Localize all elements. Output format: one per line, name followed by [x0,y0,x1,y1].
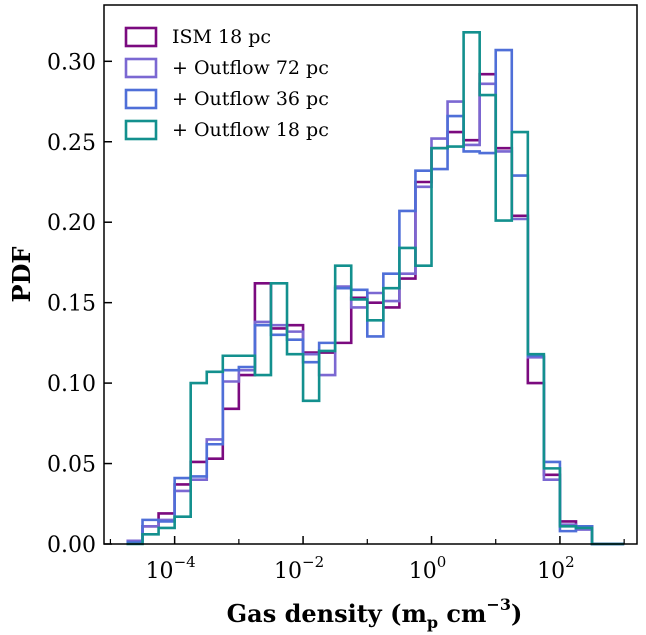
legend-swatch [124,88,158,110]
y-tick-label: 0.15 [47,292,96,317]
y-tick-label: 0.10 [47,372,96,397]
legend-swatch [124,26,158,48]
x-tick-label: 100 [409,553,447,584]
legend-swatch [124,119,158,141]
y-axis-title: PDF [7,247,36,303]
x-tick-label: 102 [537,553,575,584]
legend: ISM 18 pc + Outflow 72 pc + Outflow 36 pc +… [124,26,329,141]
y-tick-label: 0.00 [47,533,96,558]
y-tick-label: 0.20 [47,211,96,236]
legend-label: + Outflow 36 pc [172,88,329,110]
x-tick-label: 10−4 [146,553,196,584]
x-tick-label: 10−2 [274,553,324,584]
x-axis-title-main: Gas density (m [227,599,427,628]
x-axis-title-unit: cm [438,599,486,628]
plot-area [126,31,625,546]
series-3-histogram [126,48,625,546]
y-axis: 0.00 0.05 0.10 0.15 0.20 0.25 0.30 [47,50,112,558]
x-axis-title: Gas density (mp cm−3) [227,595,523,632]
x-axis-title-subscript: p [427,613,438,632]
y-tick-label: 0.05 [47,453,96,478]
y-tick-label: 0.25 [47,131,96,156]
series-1-histogram [126,72,625,546]
x-axis-title-close: ) [511,599,522,628]
legend-swatch [124,57,158,79]
series-4-histogram [126,31,625,546]
y-tick-label: 0.30 [47,50,96,75]
x-axis-title-superscript: −3 [486,595,511,614]
x-axis: 10−4 10−2 100 102 [109,536,625,584]
legend-label: ISM 18 pc [172,26,271,48]
legend-label: + Outflow 72 pc [172,57,329,79]
legend-label: + Outflow 18 pc [172,119,329,141]
axes-frame [103,4,638,545]
